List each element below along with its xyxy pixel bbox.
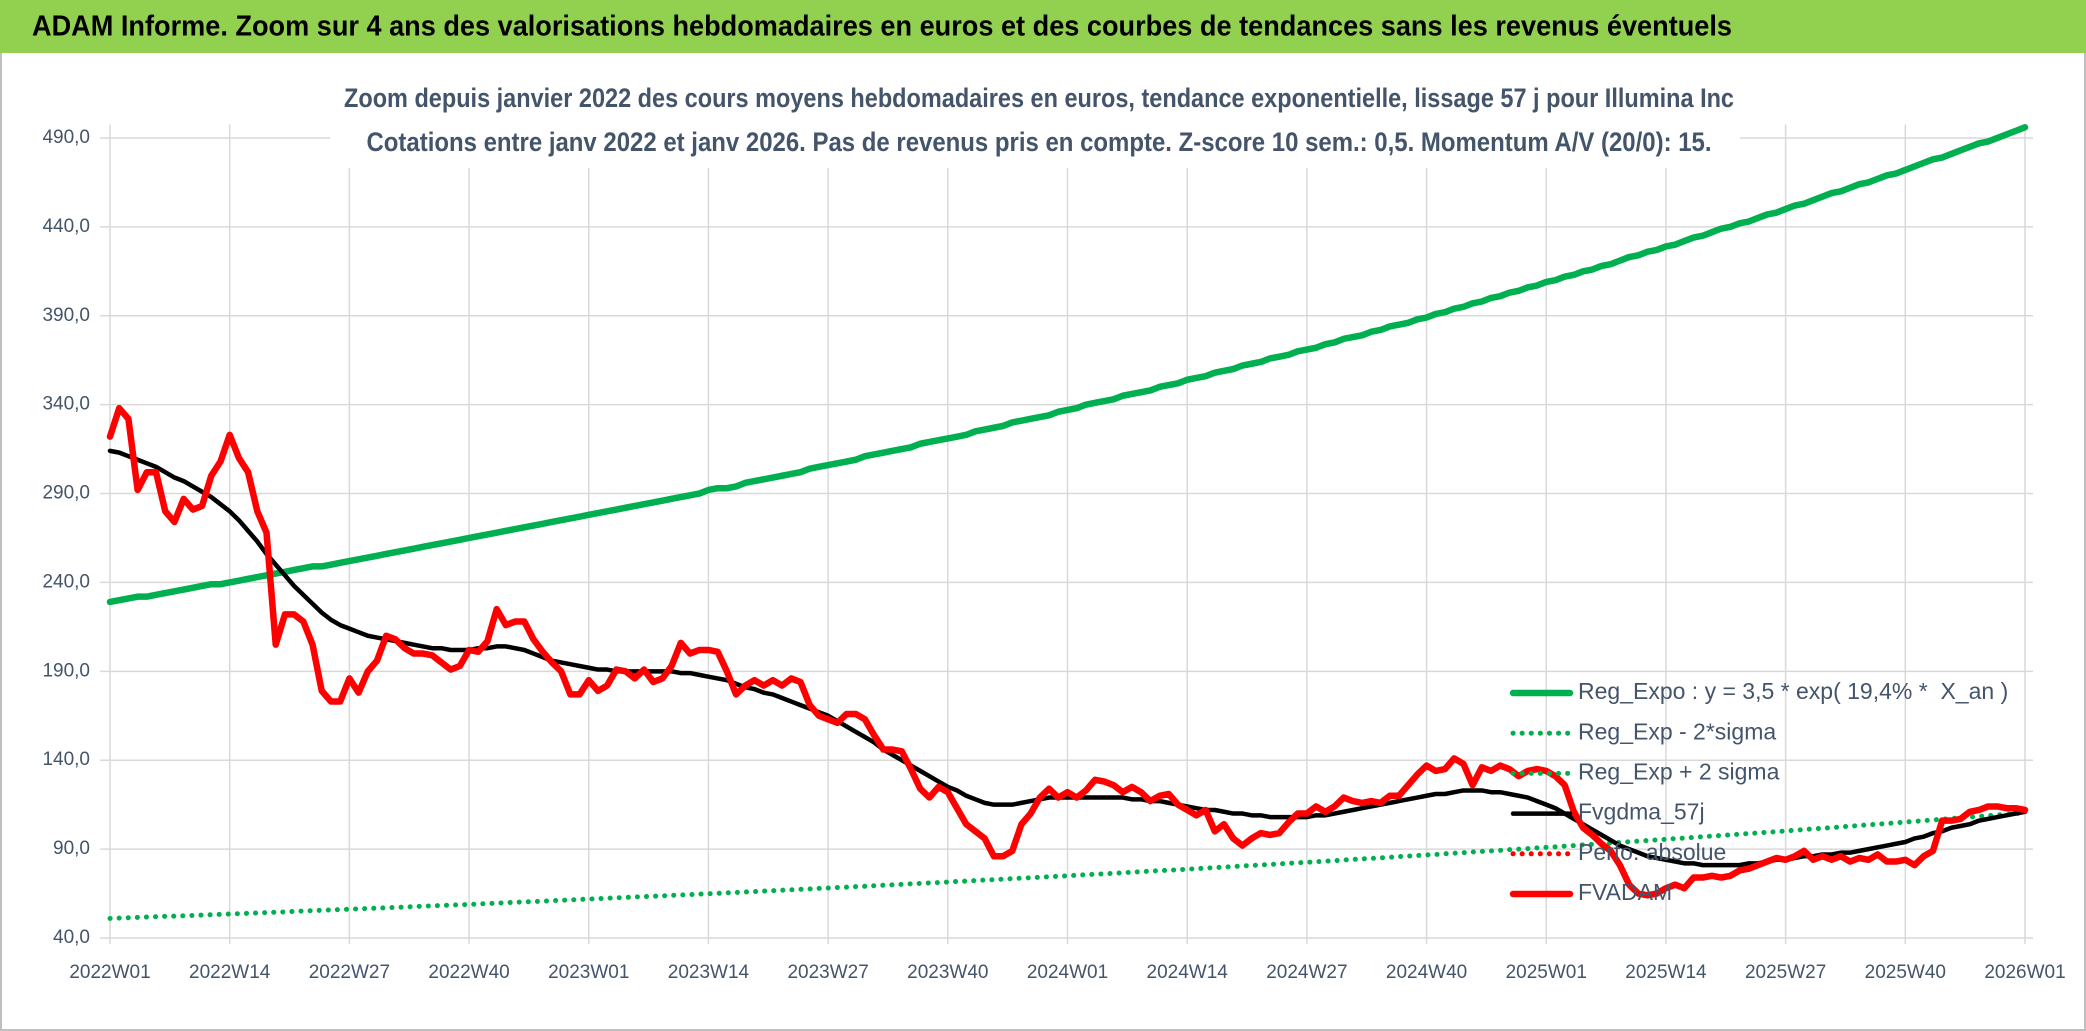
series-line <box>106 124 2029 606</box>
y-tick-label: 390,0 <box>42 305 90 326</box>
x-tick-label: 2025W27 <box>1745 962 1826 983</box>
legend-label: Reg_Expo : y = 3,5 * exp( 19,4% * X_an ) <box>1578 678 2008 704</box>
subtitle-background <box>330 78 1740 168</box>
y-tick-label: 440,0 <box>42 216 90 237</box>
title-banner <box>0 0 2086 53</box>
legend-label: Fvgdma_57j <box>1578 799 1705 825</box>
y-tick-label: 290,0 <box>42 483 90 504</box>
x-tick-label: 2022W01 <box>69 962 150 983</box>
y-tick-label: 240,0 <box>42 571 90 592</box>
legend-label: Reg_Exp - 2*sigma <box>1578 718 1776 744</box>
y-tick-label: 490,0 <box>42 127 90 148</box>
x-tick-label: 2022W40 <box>428 962 509 983</box>
x-tick-label: 2024W27 <box>1266 962 1347 983</box>
x-tick-label: 2025W01 <box>1506 962 1587 983</box>
series-line <box>106 404 2029 899</box>
series-line <box>107 810 2028 921</box>
x-tick-label: 2025W40 <box>1865 962 1946 983</box>
y-tick-label: 340,0 <box>42 394 90 415</box>
legend-label: Reg_Exp + 2 sigma <box>1578 758 1780 784</box>
x-tick-label: 2024W14 <box>1147 962 1229 983</box>
legend-label: Perfo. absolue <box>1578 839 1726 865</box>
y-tick-label: 190,0 <box>42 660 90 681</box>
y-tick-label: 90,0 <box>53 838 90 859</box>
x-tick-label: 2024W40 <box>1386 962 1467 983</box>
x-tick-label: 2022W27 <box>309 962 390 983</box>
x-tick-label: 2023W14 <box>668 962 750 983</box>
x-tick-label: 2024W01 <box>1027 962 1108 983</box>
y-tick-label: 140,0 <box>42 749 90 770</box>
legend-label: FVADAM <box>1578 879 1672 905</box>
series-line <box>107 448 2028 868</box>
chart-subtitle: Cotations entre janv 2022 et janv 2026. … <box>367 127 1712 157</box>
y-tick-label: 40,0 <box>53 927 90 948</box>
x-tick-label: 2023W27 <box>787 962 868 983</box>
x-tick-label: 2023W01 <box>548 962 629 983</box>
x-tick-label: 2022W14 <box>189 962 271 983</box>
x-tick-label: 2023W40 <box>907 962 988 983</box>
chart-title: ADAM Informe. Zoom sur 4 ans des valoris… <box>32 11 1732 43</box>
chart-subtitle: Zoom depuis janvier 2022 des cours moyen… <box>344 83 1734 113</box>
x-tick-label: 2026W01 <box>1984 962 2065 983</box>
x-tick-label: 2025W14 <box>1625 962 1707 983</box>
